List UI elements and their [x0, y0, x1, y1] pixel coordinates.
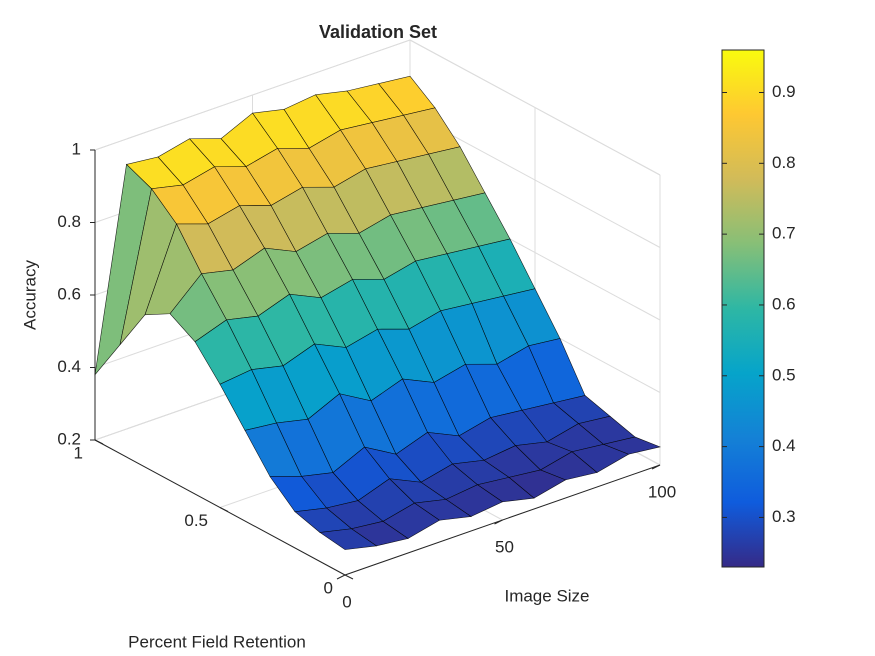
x-tick: [651, 464, 661, 470]
y-tick-label: 0.5: [184, 511, 208, 530]
x-tick-label: 50: [495, 537, 514, 556]
colorbar-tick-label: 0.7: [772, 224, 796, 243]
colorbar-tick-label: 0.4: [772, 436, 796, 455]
colorbar-tick-label: 0.6: [772, 294, 796, 313]
z-tick-label: 0.6: [57, 284, 81, 303]
y-tick-label: 0: [324, 578, 333, 597]
surface-patch: [319, 528, 378, 550]
z-tick-label: 1: [72, 139, 81, 158]
colorbar-tick-label: 0.3: [772, 507, 796, 526]
chart-title: Validation Set: [319, 22, 437, 42]
x-tick-label: 100: [648, 482, 676, 501]
plot-area: 0.2 0.4 0.6 0.8 1 0 50 100 0 0.5 1: [57, 39, 676, 611]
z-tick-label: 0.4: [57, 357, 81, 376]
colorbar-tick-label: 0.5: [772, 365, 796, 384]
x-tick: [336, 574, 346, 580]
z-tick-label: 0.2: [57, 429, 81, 448]
colorbar-tick-label: 0.9: [772, 82, 796, 101]
z-axis-label: Accuracy: [20, 260, 39, 330]
x-tick: [494, 519, 503, 525]
z-tick-label: 0.8: [57, 212, 81, 231]
y-tick-label: 1: [74, 443, 83, 462]
colorbar-scale: [721, 49, 765, 568]
colorbar: 0.3 0.4 0.5 0.6 0.7 0.8 0.9: [721, 49, 796, 568]
x-axis-label: Image Size: [504, 586, 589, 605]
colorbar-tick-label: 0.8: [772, 153, 796, 172]
y-axis-label: Percent Field Retention: [128, 632, 306, 651]
y-tick: [219, 507, 229, 512]
y-tick: [94, 439, 104, 445]
x-tick-label: 0: [342, 592, 351, 611]
y-tick: [344, 574, 354, 580]
